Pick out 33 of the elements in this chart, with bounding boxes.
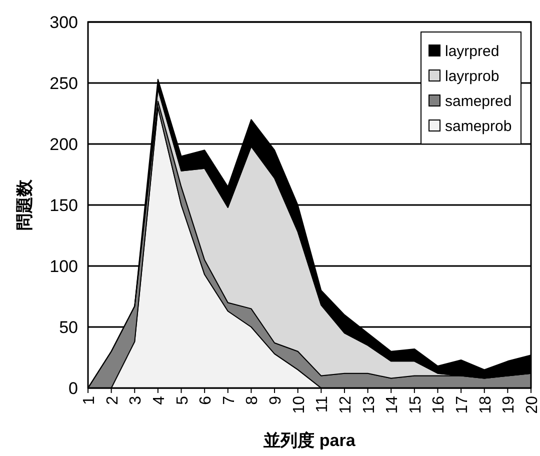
legend-label: sameprob bbox=[445, 118, 512, 135]
y-tick-label: 100 bbox=[50, 257, 78, 276]
x-tick-label: 5 bbox=[174, 396, 192, 405]
x-tick-label: 13 bbox=[360, 396, 378, 414]
y-tick-label: 200 bbox=[50, 135, 78, 154]
x-tick-label: 11 bbox=[314, 396, 332, 413]
x-tick-label: 3 bbox=[128, 396, 145, 405]
x-tick-label: 20 bbox=[524, 396, 540, 414]
x-axis-title: 並列度 para bbox=[262, 431, 356, 450]
x-tick-label: 17 bbox=[454, 396, 472, 414]
x-tick-label: 7 bbox=[220, 396, 238, 405]
x-tick-label: 1 bbox=[81, 396, 98, 405]
x-tick-label: 18 bbox=[477, 396, 494, 414]
x-tick-label: 15 bbox=[407, 396, 424, 414]
legend-label: layrprob bbox=[445, 68, 500, 85]
y-tick-label: 300 bbox=[50, 13, 78, 32]
x-tick-label: 12 bbox=[337, 396, 354, 414]
x-tick-label: 19 bbox=[500, 396, 518, 414]
legend-label: samepred bbox=[445, 93, 512, 110]
y-tick-label: 250 bbox=[50, 74, 78, 93]
y-tick-label: 0 bbox=[68, 379, 78, 398]
x-tick-label: 9 bbox=[268, 396, 285, 405]
legend-label: layrpred bbox=[445, 43, 500, 60]
y-tick-label: 50 bbox=[59, 318, 78, 337]
x-tick-label: 4 bbox=[150, 396, 168, 405]
x-tick-label: 8 bbox=[244, 396, 262, 405]
x-tick-label: 10 bbox=[290, 396, 308, 414]
y-tick-label: 150 bbox=[50, 196, 78, 215]
x-tick-label: 6 bbox=[198, 396, 215, 405]
y-axis-title: 問題数 bbox=[15, 178, 34, 230]
x-tick-label: 16 bbox=[430, 396, 448, 414]
x-tick-label: 14 bbox=[384, 396, 402, 414]
x-tick-label: 2 bbox=[104, 396, 122, 405]
